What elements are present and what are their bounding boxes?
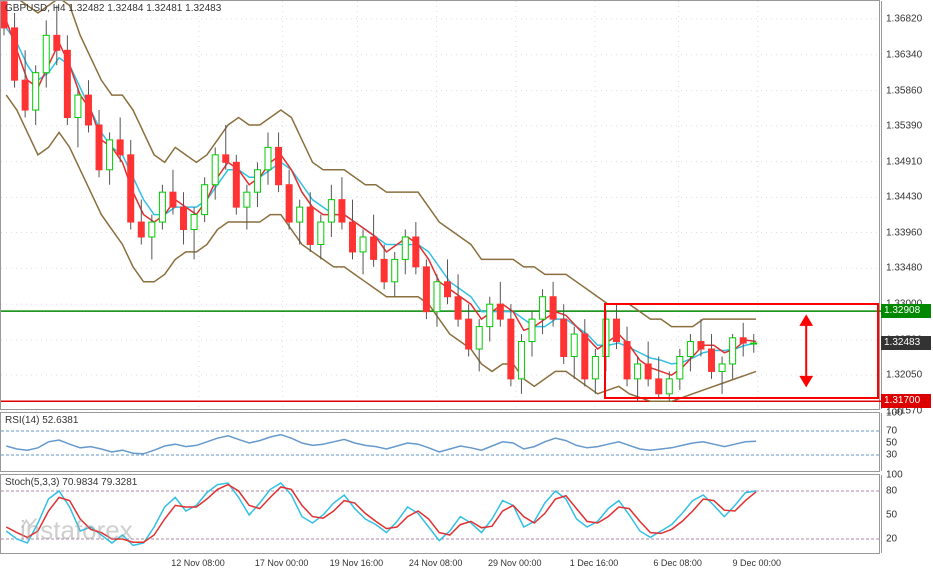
y-tick-label: 1.35390	[886, 120, 922, 131]
y-tick-label: 1.36340	[886, 49, 922, 60]
price-level-box: 1.32483	[881, 336, 931, 350]
stoch-y-tick: 100	[886, 470, 903, 481]
x-tick-label: 29 Nov 00:00	[488, 558, 542, 568]
rsi-canvas	[1, 413, 881, 473]
y-tick-label: 1.34910	[886, 156, 922, 167]
rsi-y-tick: 30	[886, 450, 897, 461]
main-price-chart: GBPUSD, H4 1.32482 1.32484 1.32481 1.324…	[0, 0, 880, 410]
stoch-title: Stoch(5,3,3) 70.9834 79.3281	[5, 477, 137, 488]
stoch-y-axis: 100805020	[881, 475, 931, 553]
y-tick-label: 1.36820	[886, 13, 922, 24]
x-tick-label: 17 Nov 00:00	[255, 558, 309, 568]
range-arrow	[1, 1, 881, 411]
price-level-box: 1.32908	[881, 304, 931, 318]
x-tick-label: 12 Nov 08:00	[171, 558, 225, 568]
y-tick-label: 1.35860	[886, 85, 922, 96]
time-axis: 12 Nov 08:00 17 Nov 00:00 19 Nov 16:00 24 N…	[0, 556, 880, 572]
rsi-y-axis: 100705030	[881, 413, 931, 471]
stochastic-indicator-panel: Stoch(5,3,3) 70.9834 79.3281 100805020	[0, 474, 880, 554]
y-tick-label: 1.32050	[886, 370, 922, 381]
stoch-y-tick: 80	[886, 486, 897, 497]
stoch-y-tick: 20	[886, 534, 897, 545]
stoch-y-tick: 50	[886, 510, 897, 521]
rsi-y-tick: 70	[886, 426, 897, 437]
x-tick-label: 1 Dec 16:00	[570, 558, 619, 568]
rsi-y-tick: 100	[886, 408, 903, 419]
y-tick-label: 1.34430	[886, 192, 922, 203]
rsi-title: RSI(14) 52.6381	[5, 415, 78, 426]
y-tick-label: 1.33480	[886, 263, 922, 274]
x-tick-label: 9 Dec 00:00	[733, 558, 782, 568]
x-tick-label: 19 Nov 16:00	[330, 558, 384, 568]
rsi-indicator-panel: RSI(14) 52.6381 100705030	[0, 412, 880, 472]
x-tick-label: 24 Nov 08:00	[409, 558, 463, 568]
x-tick-label: 6 Dec 08:00	[653, 558, 702, 568]
y-tick-label: 1.33960	[886, 227, 922, 238]
price-level-box: 1.31700	[881, 394, 931, 408]
rsi-y-tick: 50	[886, 438, 897, 449]
